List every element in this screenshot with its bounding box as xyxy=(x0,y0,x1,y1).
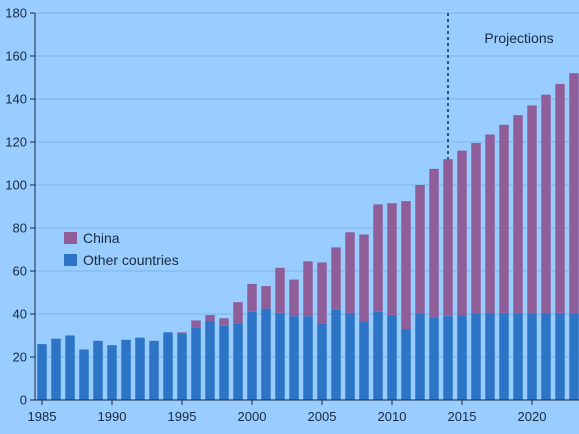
bar-other-countries xyxy=(359,321,369,400)
y-tick-label: 0 xyxy=(20,393,27,408)
bar-other-countries xyxy=(247,311,257,400)
bar-other-countries xyxy=(51,338,61,400)
y-tick-label: 40 xyxy=(13,307,27,322)
bar-other-countries xyxy=(345,312,355,400)
y-tick-label: 180 xyxy=(5,6,27,21)
gridlines xyxy=(35,12,579,358)
bar-china xyxy=(527,105,537,314)
bar-china xyxy=(457,150,467,316)
legend-swatch-other-countries xyxy=(64,254,77,266)
legend: China Other countries xyxy=(64,230,179,268)
legend-swatch-china xyxy=(64,232,77,244)
bar-china xyxy=(401,201,411,330)
bar-china xyxy=(541,94,551,314)
bar-other-countries xyxy=(499,314,509,400)
bar-china xyxy=(191,320,201,328)
bar-other-countries xyxy=(65,335,75,400)
bar-china xyxy=(275,267,285,314)
annotations: Projections xyxy=(447,13,554,160)
bar-other-countries xyxy=(289,316,299,400)
y-tick-label: 60 xyxy=(13,264,27,279)
bar-china xyxy=(499,124,509,314)
bar-china xyxy=(247,283,257,312)
x-tick-label: 2010 xyxy=(378,409,407,424)
bar-other-countries xyxy=(79,349,89,400)
y-tick-label: 80 xyxy=(13,221,27,236)
x-tick-label: 1990 xyxy=(98,409,127,424)
y-tick-label: 20 xyxy=(13,350,27,365)
bar-china xyxy=(345,232,355,313)
bar-other-countries xyxy=(471,314,481,400)
bar-china xyxy=(513,115,523,314)
bar-other-countries xyxy=(191,327,201,400)
y-tick-label: 120 xyxy=(5,135,27,150)
bar-other-countries xyxy=(457,315,467,400)
legend-label-china: China xyxy=(83,230,120,246)
bar-china xyxy=(261,286,271,309)
bar-other-countries xyxy=(275,314,285,400)
bar-other-countries xyxy=(37,344,47,400)
legend-label-other-countries: Other countries xyxy=(83,252,179,268)
y-tick-label: 140 xyxy=(5,92,27,107)
bar-china xyxy=(373,204,383,312)
bar-other-countries xyxy=(443,316,453,400)
bar-china xyxy=(387,203,397,316)
bar-china xyxy=(331,247,341,310)
x-tick-label: 1985 xyxy=(28,409,57,424)
bar-china xyxy=(177,332,187,334)
bar-other-countries xyxy=(569,314,579,400)
bar-other-countries xyxy=(135,337,145,400)
bar-china xyxy=(205,315,215,322)
bar-other-countries xyxy=(541,314,551,400)
bar-china xyxy=(233,302,243,324)
bar-china xyxy=(219,318,229,326)
bar-other-countries xyxy=(93,340,103,400)
bar-china xyxy=(317,262,327,324)
bar-other-countries xyxy=(555,314,565,400)
bar-other-countries xyxy=(513,314,523,400)
x-tick-label: 2005 xyxy=(308,409,337,424)
bar-other-countries xyxy=(401,329,411,400)
bar-other-countries xyxy=(205,321,215,400)
bar-china xyxy=(303,261,313,317)
projections-label: Projections xyxy=(484,30,553,46)
bar-china xyxy=(485,134,495,314)
bars xyxy=(37,73,579,400)
bar-other-countries xyxy=(149,340,159,400)
y-tick-label: 160 xyxy=(5,49,27,64)
bar-other-countries xyxy=(317,323,327,400)
bar-china xyxy=(555,83,565,314)
bar-other-countries xyxy=(429,317,439,400)
bar-china xyxy=(415,185,425,314)
bar-other-countries xyxy=(415,314,425,400)
bar-other-countries xyxy=(177,333,187,400)
bar-china xyxy=(569,73,579,314)
x-tick-label: 2000 xyxy=(238,409,267,424)
bar-other-countries xyxy=(233,323,243,400)
x-tick-label: 2020 xyxy=(518,409,547,424)
bar-other-countries xyxy=(219,325,229,400)
bar-other-countries xyxy=(387,315,397,400)
bar-other-countries xyxy=(331,309,341,400)
bar-other-countries xyxy=(261,308,271,400)
bar-other-countries xyxy=(373,311,383,400)
bar-china xyxy=(359,234,369,322)
y-tick-label: 100 xyxy=(5,178,27,193)
bar-other-countries xyxy=(485,314,495,400)
axes: 0 20 40 60 80 100 120 140 160 180 1985 1990 1995 2000… xyxy=(5,6,579,424)
bar-other-countries xyxy=(121,339,131,400)
bar-other-countries xyxy=(163,332,173,400)
bar-china xyxy=(429,168,439,318)
bar-other-countries xyxy=(527,314,537,400)
bar-china xyxy=(289,279,299,317)
x-tick-label: 2015 xyxy=(448,409,477,424)
bar-china xyxy=(471,143,481,314)
bar-other-countries xyxy=(107,345,117,400)
x-tick-label: 1995 xyxy=(168,409,197,424)
bar-china xyxy=(443,159,453,317)
bar-other-countries xyxy=(303,316,313,400)
